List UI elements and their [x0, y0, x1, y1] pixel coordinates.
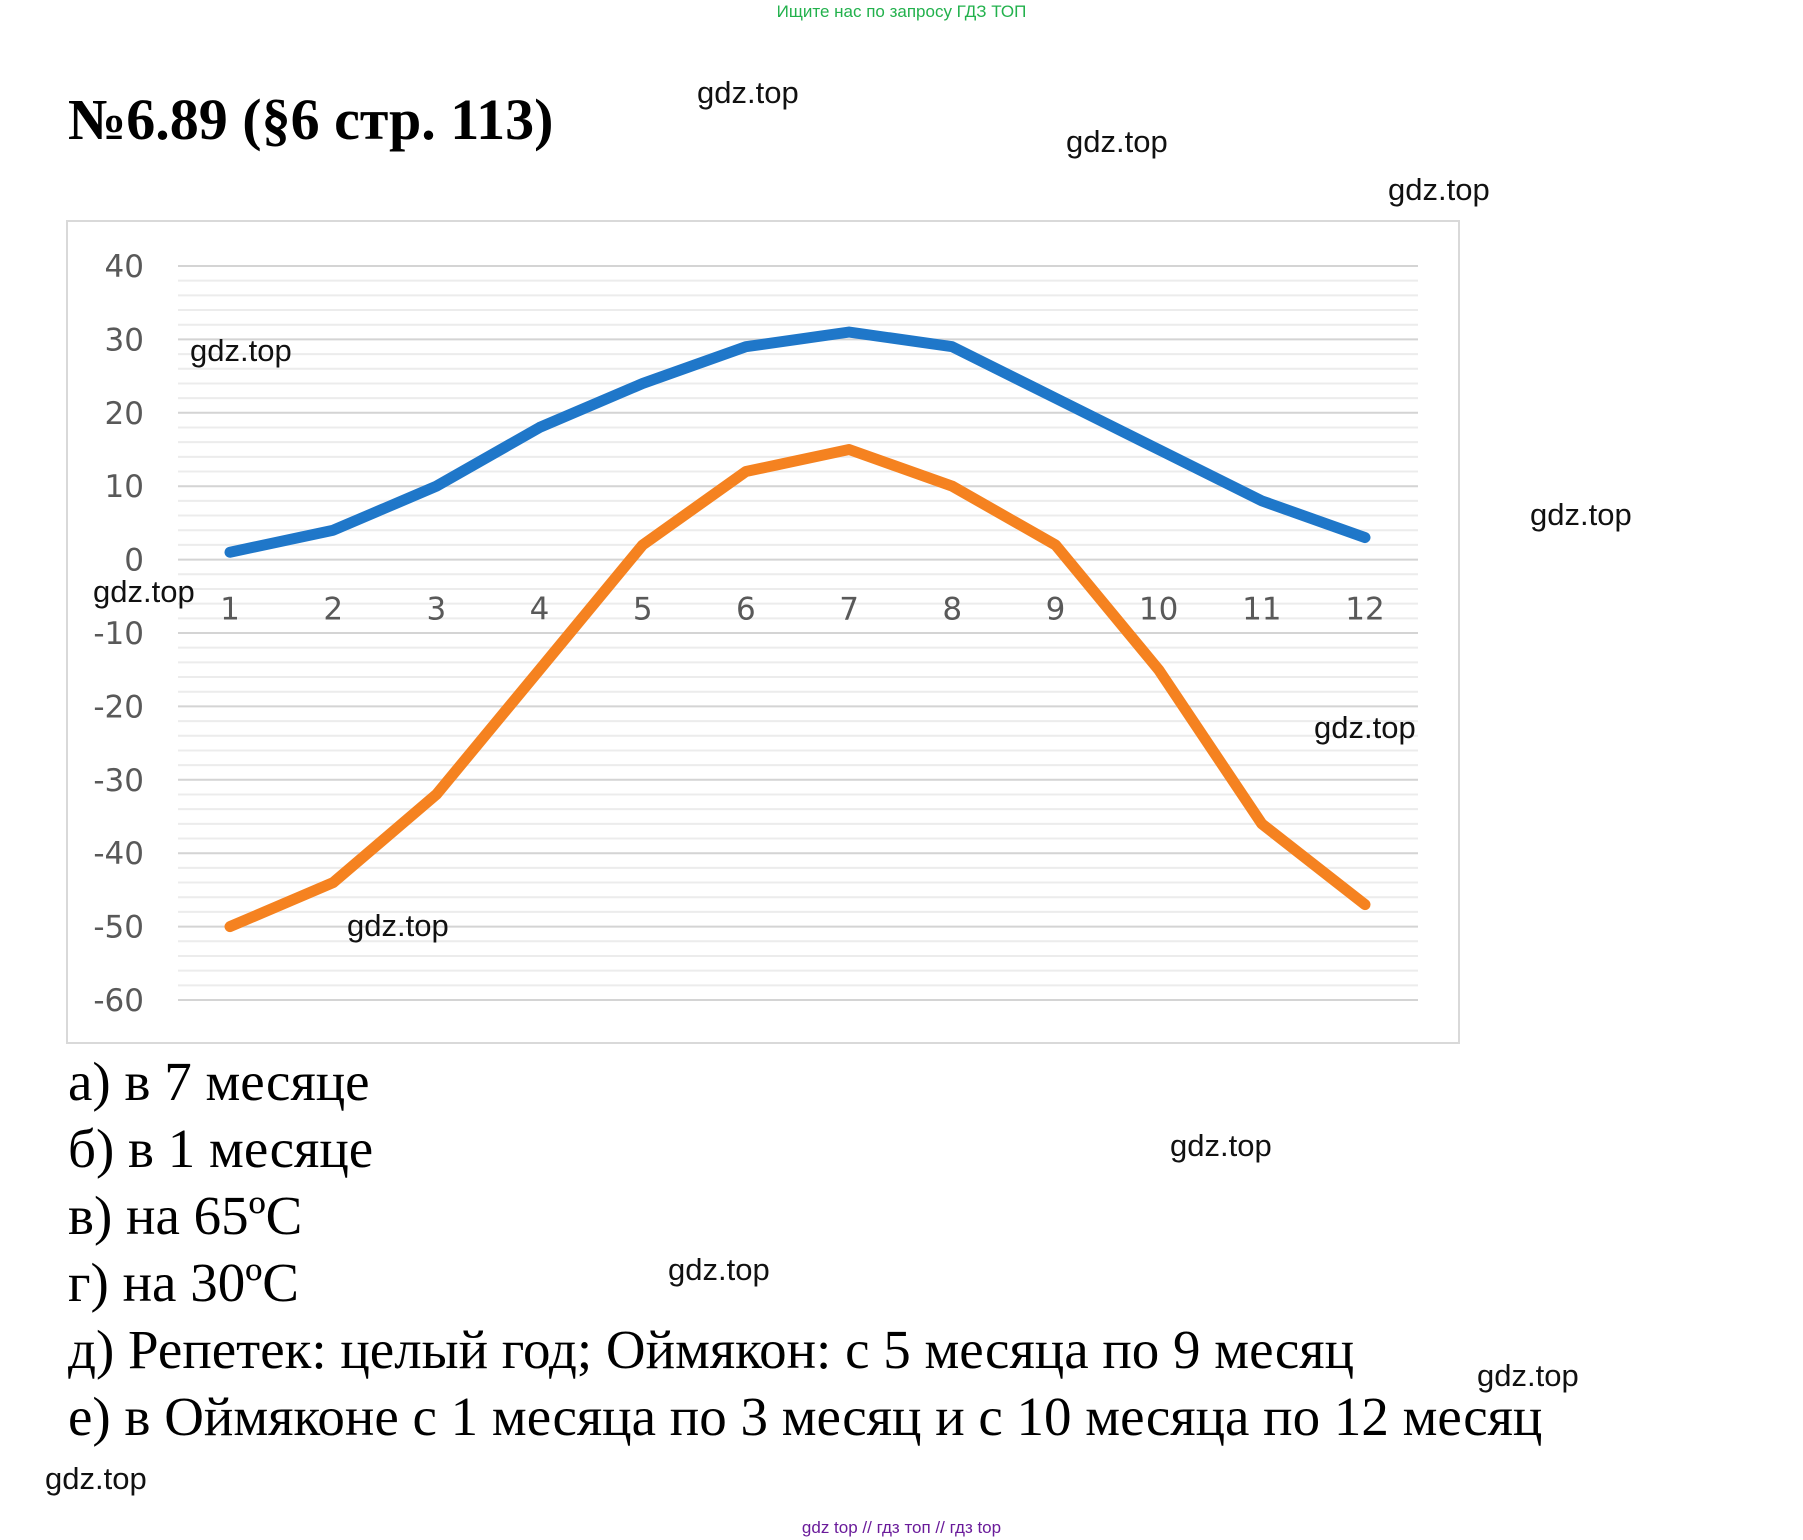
- answer-b: б) в 1 месяце: [68, 1118, 374, 1179]
- watermark: gdz.top: [1388, 172, 1490, 207]
- watermark: gdz.top: [1530, 497, 1632, 532]
- data-point: [951, 485, 954, 488]
- watermark: gdz.top: [1066, 124, 1168, 159]
- data-point: [332, 881, 335, 884]
- answers-list: а) в 7 месяце б) в 1 месяце в) на 65ºC г…: [68, 1048, 1542, 1450]
- data-point: [538, 668, 541, 671]
- answer-e: е) в Оймяконе с 1 месяца по 3 месяц и с …: [68, 1386, 1543, 1447]
- data-point: [1054, 543, 1057, 546]
- data-point: [641, 382, 644, 385]
- top-banner[interactable]: Ищите нас по запросу ГДЗ ТОП: [776, 2, 1027, 21]
- page-title: №6.89 (§6 стр. 113): [68, 87, 554, 152]
- data-point: [1260, 822, 1263, 825]
- y-tick-label: 20: [105, 396, 144, 432]
- data-point: [744, 470, 747, 473]
- answer-d: д) Репетек: целый год; Оймякон: с 5 меся…: [68, 1319, 1355, 1380]
- data-point: [1364, 903, 1366, 906]
- answer-a: а) в 7 месяце: [68, 1051, 370, 1112]
- data-point: [1364, 536, 1366, 539]
- watermark: gdz.top: [1170, 1128, 1272, 1163]
- data-point: [332, 529, 335, 532]
- y-tick-label: -10: [93, 616, 144, 652]
- data-point: [848, 448, 851, 451]
- watermark: gdz.top: [668, 1252, 770, 1287]
- x-tick-label: 7: [839, 592, 859, 628]
- answer-v: в) на 65ºC: [68, 1185, 303, 1246]
- y-tick-label: -30: [93, 763, 144, 799]
- x-tick-label: 3: [426, 592, 446, 628]
- watermark: gdz.top: [697, 75, 799, 110]
- series-line: [224, 444, 1371, 933]
- y-tick-label: 40: [105, 249, 144, 285]
- data-point: [848, 331, 851, 334]
- data-point: [435, 793, 438, 796]
- x-tick-label: 1: [220, 592, 240, 628]
- x-tick-label: 11: [1242, 592, 1281, 628]
- bottom-banner[interactable]: gdz top // гдз топ // гдз top: [801, 1518, 1002, 1537]
- watermark: gdz.top: [45, 1461, 147, 1496]
- answer-g: г) на 30ºC: [68, 1252, 299, 1313]
- watermark: gdz.top: [1477, 1358, 1579, 1393]
- watermark: gdz.top: [190, 333, 292, 368]
- x-tick-label: 4: [530, 592, 550, 628]
- data-point: [1054, 397, 1057, 400]
- y-tick-label: -50: [93, 910, 144, 946]
- data-point: [641, 543, 644, 546]
- data-point: [229, 551, 231, 554]
- data-point: [744, 345, 747, 348]
- watermark: gdz.top: [347, 908, 449, 943]
- watermark: gdz.top: [93, 574, 195, 609]
- y-tick-label: 30: [105, 322, 144, 358]
- data-point: [1157, 448, 1160, 451]
- y-tick-label: 0: [124, 543, 144, 579]
- x-tick-label: 5: [633, 592, 653, 628]
- y-tick-label: -60: [93, 983, 144, 1019]
- x-tick-label: 2: [323, 592, 343, 628]
- x-tick-label: 12: [1345, 592, 1384, 628]
- x-tick-label: 8: [942, 592, 962, 628]
- x-tick-label: 6: [736, 592, 756, 628]
- y-tick-label: -20: [93, 689, 144, 725]
- x-tick-label: 9: [1046, 592, 1066, 628]
- data-point: [538, 426, 541, 429]
- x-tick-label: 10: [1139, 592, 1178, 628]
- data-point: [951, 345, 954, 348]
- data-point: [435, 485, 438, 488]
- series-line: [224, 326, 1371, 558]
- y-tick-label: 10: [105, 469, 144, 505]
- y-tick-label: -40: [93, 836, 144, 872]
- watermark: gdz.top: [1314, 710, 1416, 745]
- data-point: [1157, 668, 1160, 671]
- data-point: [229, 925, 231, 928]
- data-point: [1260, 499, 1263, 502]
